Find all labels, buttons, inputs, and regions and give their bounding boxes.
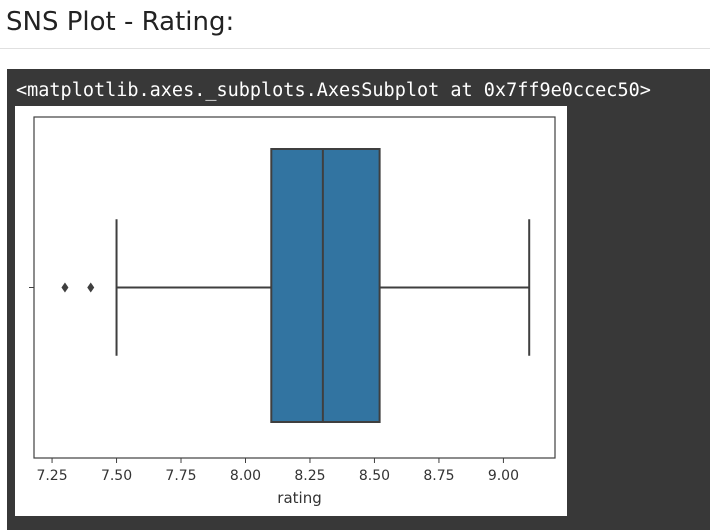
page-title: SNS Plot - Rating: <box>6 7 235 37</box>
x-tick-label: 8.25 <box>294 468 325 484</box>
outlier-point <box>87 282 95 293</box>
x-tick-label: 8.75 <box>423 468 454 484</box>
x-tick-label: 9.00 <box>488 468 519 484</box>
x-tick-label: 7.50 <box>101 468 132 484</box>
x-tick-label: 8.00 <box>230 468 261 484</box>
box-plot-chart: 7.25 7.50 7.75 8.00 8.25 8.50 8.75 9.00 rating <box>29 116 556 507</box>
x-tick-label: 7.75 <box>165 468 196 484</box>
x-axis-label: rating <box>277 489 321 507</box>
plot-figure: 7.25 7.50 7.75 8.00 8.25 8.50 8.75 9.00 rating <box>15 106 567 516</box>
iqr-box <box>270 148 381 423</box>
x-tick-label: 7.25 <box>36 468 67 484</box>
output-repr-text: <matplotlib.axes._subplots.AxesSubplot a… <box>16 80 651 101</box>
outlier-point <box>61 282 69 293</box>
x-tick-label: 8.50 <box>359 468 390 484</box>
heading-divider <box>0 48 710 49</box>
